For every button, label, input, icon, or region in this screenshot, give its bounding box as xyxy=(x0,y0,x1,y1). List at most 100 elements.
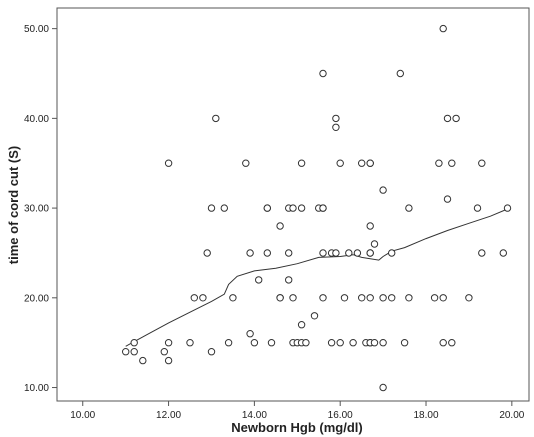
data-point xyxy=(224,339,233,347)
data-point xyxy=(310,312,319,320)
data-point xyxy=(122,348,130,356)
data-point xyxy=(465,294,473,302)
data-point xyxy=(297,321,306,329)
data-point xyxy=(242,159,250,167)
data-point xyxy=(439,339,447,347)
data-point xyxy=(164,159,173,167)
data-point xyxy=(478,249,486,257)
data-points xyxy=(122,24,512,392)
data-point xyxy=(340,294,349,302)
data-point xyxy=(297,204,306,212)
data-point xyxy=(379,339,387,347)
data-point xyxy=(430,294,439,302)
data-point xyxy=(207,348,216,356)
data-point xyxy=(164,339,173,347)
data-point xyxy=(379,383,387,392)
data-point xyxy=(503,204,512,212)
y-axis: 10.00 20.00 30.00 40.00 50.00 xyxy=(24,24,57,394)
data-point xyxy=(452,114,460,123)
data-point xyxy=(379,294,387,302)
data-point xyxy=(332,249,340,257)
y-tick-label: 20.00 xyxy=(24,293,49,304)
data-point xyxy=(370,240,379,248)
data-point xyxy=(396,69,404,78)
data-point xyxy=(302,339,310,347)
data-point xyxy=(319,294,327,302)
data-point xyxy=(435,159,443,167)
x-tick-label: 18.00 xyxy=(414,410,439,421)
data-point xyxy=(319,69,327,78)
data-point xyxy=(255,276,263,284)
x-tick-label: 10.00 xyxy=(70,410,95,421)
data-point xyxy=(358,159,366,167)
data-point xyxy=(289,294,297,302)
data-point xyxy=(186,339,194,347)
data-point xyxy=(246,330,254,338)
data-point xyxy=(405,294,413,302)
x-tick-label: 16.00 xyxy=(328,410,353,421)
x-tick-label: 14.00 xyxy=(242,410,267,421)
data-point xyxy=(246,249,254,257)
data-point xyxy=(263,249,271,257)
data-point xyxy=(353,249,362,257)
data-point xyxy=(130,348,138,356)
data-point xyxy=(297,159,306,167)
data-point xyxy=(499,249,507,257)
x-tick-label: 20.00 xyxy=(499,410,524,421)
data-point xyxy=(276,222,284,230)
y-tick-label: 10.00 xyxy=(24,383,49,394)
data-point xyxy=(366,159,374,167)
data-point xyxy=(349,339,357,347)
data-point xyxy=(332,114,340,123)
data-point xyxy=(370,339,379,347)
data-point xyxy=(220,204,229,212)
data-point xyxy=(319,249,327,257)
data-point xyxy=(203,249,211,257)
data-point xyxy=(448,159,456,167)
y-axis-title: time of cord cut (S) xyxy=(6,146,21,264)
data-point xyxy=(439,294,447,302)
data-point xyxy=(199,294,207,302)
data-point xyxy=(207,204,216,212)
y-tick-label: 50.00 xyxy=(24,24,49,35)
data-point xyxy=(336,339,344,347)
y-tick-label: 40.00 xyxy=(24,114,49,125)
data-point xyxy=(190,294,199,302)
data-point xyxy=(336,159,344,167)
data-point xyxy=(443,114,452,123)
data-point xyxy=(345,249,353,257)
data-point xyxy=(263,204,271,212)
data-point xyxy=(448,339,456,347)
data-point xyxy=(229,294,237,302)
data-point xyxy=(267,339,276,347)
data-point xyxy=(139,356,147,365)
data-point xyxy=(439,24,447,33)
data-point xyxy=(366,249,374,257)
data-point xyxy=(130,339,138,347)
data-point xyxy=(285,249,293,257)
x-axis-title: Newborn Hgb (mg/dl) xyxy=(231,420,362,435)
data-point xyxy=(164,356,173,365)
data-point xyxy=(400,339,409,347)
data-point xyxy=(285,276,293,284)
data-point xyxy=(212,114,220,123)
data-point xyxy=(405,204,413,212)
data-point xyxy=(388,294,396,302)
data-point xyxy=(388,249,396,257)
data-point xyxy=(327,339,336,347)
data-point xyxy=(443,195,452,203)
data-point xyxy=(160,348,169,356)
data-point xyxy=(473,204,482,212)
data-point xyxy=(332,123,340,132)
data-point xyxy=(366,222,374,230)
data-point xyxy=(478,159,486,167)
data-point xyxy=(250,339,259,347)
x-tick-label: 12.00 xyxy=(156,410,181,421)
data-point xyxy=(366,294,374,302)
data-point xyxy=(289,204,297,212)
data-point xyxy=(358,294,366,302)
data-point xyxy=(379,186,387,194)
data-point xyxy=(319,204,327,212)
x-axis: 10.00 12.00 14.00 16.00 18.00 20.00 xyxy=(70,401,525,421)
